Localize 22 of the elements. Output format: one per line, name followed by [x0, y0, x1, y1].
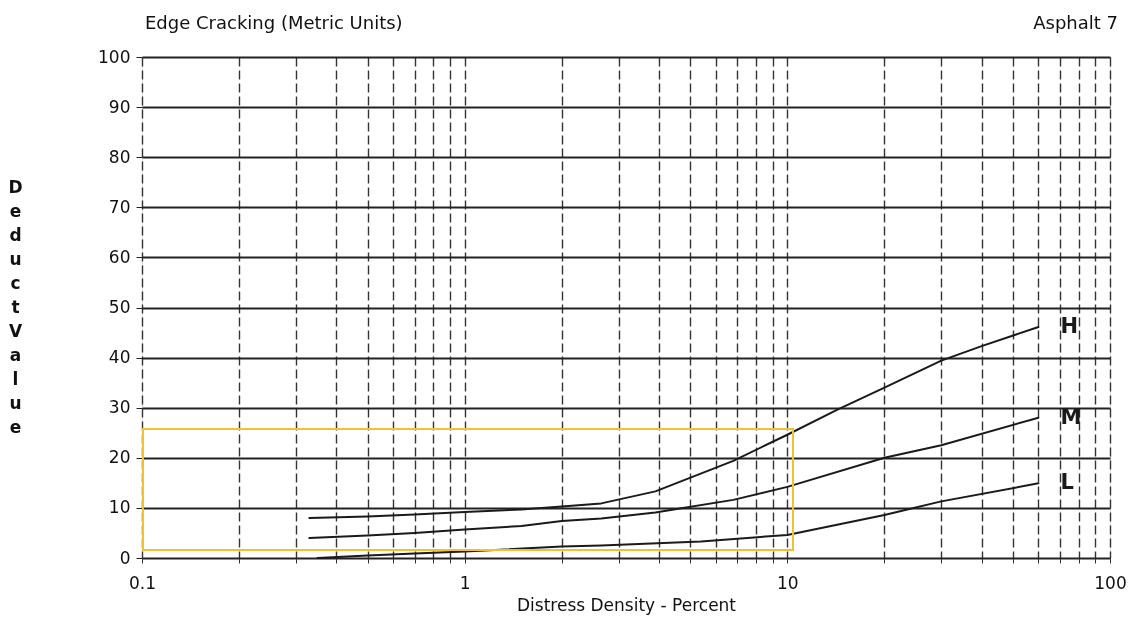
y-tick-label: 30 [108, 397, 131, 418]
text: Asphalt 7 [1033, 12, 1118, 33]
y-tick-label: 0 [119, 547, 131, 568]
text: Deduct Value [8, 176, 23, 437]
series-label: H [1060, 314, 1078, 339]
y-tick-label: 80 [108, 146, 131, 167]
y-tick-label: 60 [108, 246, 131, 267]
y-tick-label: 90 [108, 96, 131, 117]
y-tick-label: 70 [108, 196, 131, 217]
chart-title: Edge Cracking (Metric Units) [145, 12, 403, 33]
y-tick-label: 100 [98, 46, 131, 67]
x-tick-label: 1 [459, 572, 471, 593]
x-tick-label: 100 [1094, 572, 1127, 593]
y-tick-label: 10 [108, 497, 131, 518]
series-label: M [1060, 404, 1082, 429]
x-axis-title: Distress Density - Percent [516, 594, 737, 615]
y-tick-label: 50 [108, 297, 131, 317]
x-tick-label: 10 [777, 572, 799, 593]
y-tick-label: 20 [108, 447, 131, 468]
x-tick-label: 0.1 [128, 572, 157, 593]
series-label: L [1060, 470, 1074, 495]
y-tick-label: 40 [108, 347, 131, 368]
